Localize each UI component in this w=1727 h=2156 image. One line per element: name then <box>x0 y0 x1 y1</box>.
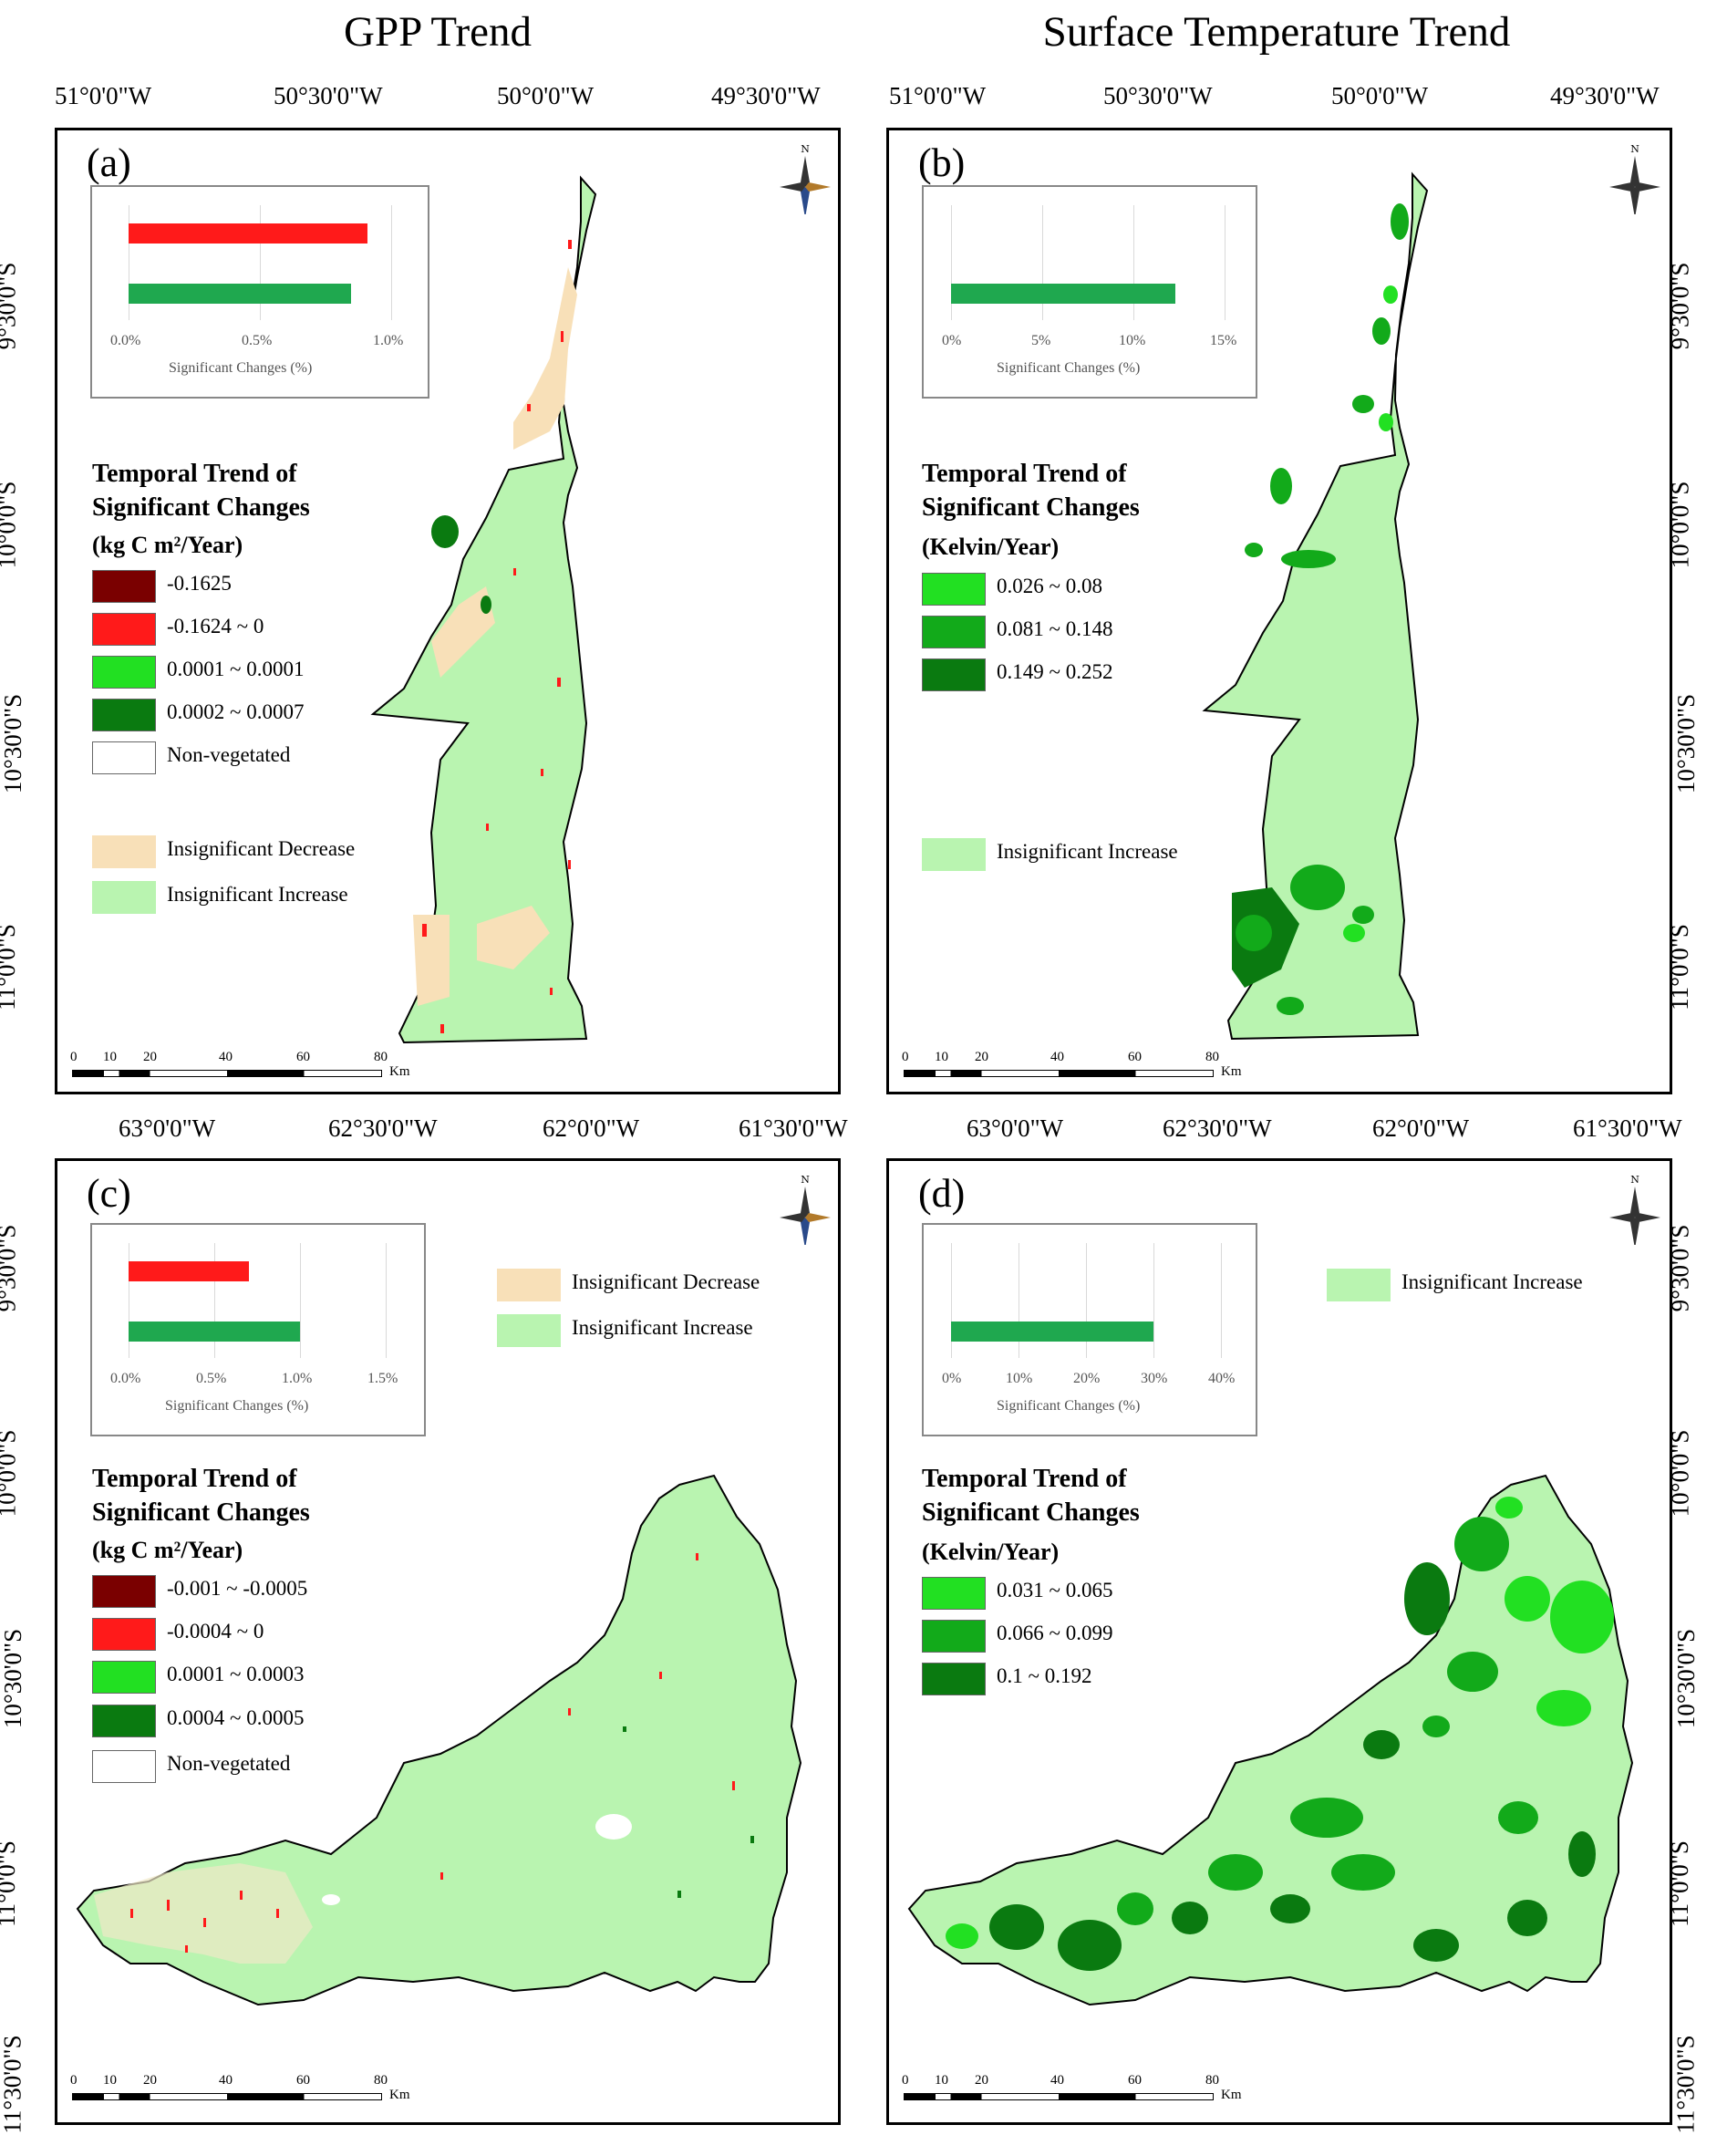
north-label: N <box>801 1174 810 1186</box>
north-label: N <box>1630 1174 1639 1186</box>
tick-label: 1.0% <box>282 1371 313 1386</box>
lon-label: 51°0'0"W <box>55 82 152 109</box>
tick-label: 40% <box>1208 1371 1236 1386</box>
bar-decrease <box>129 223 367 244</box>
study-area-map-b <box>1202 171 1429 1041</box>
lon-label: 62°0'0"W <box>543 1114 640 1142</box>
lat-label: 10°30'0"S <box>0 693 27 794</box>
lon-label: 63°0'0"W <box>967 1114 1064 1142</box>
panel-a-gpp-map: (a) N 0.0% 0.5% 1.0% Significant Changes… <box>55 128 841 1094</box>
legend-title-line1: Temporal Trend of <box>92 460 297 488</box>
panel-letter: (c) <box>87 1171 131 1216</box>
lon-label: 51°0'0"W <box>889 82 987 109</box>
surface-temperature-trend-title: Surface Temperature Trend <box>1042 8 1511 56</box>
scale-bar: 0 10 20 40 60 80 Km <box>70 2073 410 2102</box>
lon-label: 50°30'0"W <box>1103 82 1213 109</box>
tick-label: 15% <box>1210 333 1237 348</box>
tick-label: 0.0% <box>110 333 141 348</box>
lon-label: 50°0'0"W <box>1331 82 1429 109</box>
panel-letter: (d) <box>918 1171 966 1216</box>
north-arrow-icon: N <box>780 1174 831 1245</box>
lat-label: 11°30'0"S <box>0 2035 26 2134</box>
panel-b-temperature-map: (b) N 0% 5% 10% 15% Significant Changes … <box>886 128 1672 1094</box>
tick-label: 0.5% <box>242 333 273 348</box>
panel-letter: (a) <box>87 140 131 185</box>
tick-label: 0% <box>942 333 962 348</box>
legend-unit: (kg C m²/Year) <box>92 532 243 558</box>
inset-caption: Significant Changes (%) <box>997 1398 1141 1414</box>
significant-changes-chart: 0% 10% 20% 30% 40% Significant Changes (… <box>922 1223 1257 1436</box>
lat-label: 9°30'0"S <box>0 262 21 350</box>
lon-label: 62°0'0"W <box>1372 1114 1470 1142</box>
legend-unit: (Kelvin/Year) <box>922 1539 1060 1565</box>
study-area-map-c <box>76 1474 802 2006</box>
gpp-trend-title: GPP Trend <box>344 8 532 56</box>
tick-label: 30% <box>1141 1371 1168 1386</box>
bar-increase <box>129 1322 300 1342</box>
north-label: N <box>801 143 810 155</box>
study-area-map-d <box>907 1474 1634 2006</box>
lat-label: 10°30'0"S <box>1672 693 1701 794</box>
lat-label: 10°30'0"S <box>0 1628 27 1729</box>
legend-unit: (kg C m²/Year) <box>92 1537 243 1563</box>
lat-label: 10°0'0"S <box>0 481 21 569</box>
north-arrow-icon: N <box>1609 1174 1660 1245</box>
tick-label: 0.5% <box>196 1371 227 1386</box>
tick-label: 0.0% <box>110 1371 141 1386</box>
lon-label: 49°30'0"W <box>1550 82 1660 109</box>
scale-bar: 0 10 20 40 60 80 Km <box>70 1050 410 1079</box>
inset-caption: Significant Changes (%) <box>997 360 1141 376</box>
bar-decrease <box>129 1261 249 1281</box>
legend-title-line1: Temporal Trend of <box>922 1465 1127 1493</box>
tick-label: 1.5% <box>367 1371 398 1386</box>
north-arrow-icon: N <box>1609 143 1660 214</box>
lon-label: 62°30'0"W <box>1163 1114 1272 1142</box>
lat-label: 10°0'0"S <box>0 1429 21 1518</box>
legend-title-line2: Significant Changes <box>922 493 1140 522</box>
lon-label: 61°30'0"W <box>1573 1114 1682 1142</box>
bar-increase <box>129 284 351 304</box>
significant-changes-chart: 0.0% 0.5% 1.0% Significant Changes (%) <box>90 185 429 399</box>
tick-label: 5% <box>1031 333 1051 348</box>
legend-title-line2: Significant Changes <box>92 1498 310 1527</box>
legend-title-line2: Significant Changes <box>92 493 310 522</box>
tick-label: 0% <box>942 1371 962 1386</box>
legend-unit: (Kelvin/Year) <box>922 534 1060 560</box>
legend-title-line1: Temporal Trend of <box>922 460 1127 488</box>
north-arrow-icon: N <box>780 143 831 214</box>
lon-label: 50°0'0"W <box>497 82 595 109</box>
panel-letter: (b) <box>918 140 966 185</box>
lat-label: 11°0'0"S <box>0 1840 20 1927</box>
significant-changes-chart: 0.0% 0.5% 1.0% 1.5% Significant Changes … <box>90 1223 426 1436</box>
legend-title-line1: Temporal Trend of <box>92 1465 297 1493</box>
scale-bar: 0 10 20 40 60 80 Km <box>902 1050 1242 1079</box>
study-area-map-a <box>370 175 597 1044</box>
tick-label: 10% <box>1119 333 1146 348</box>
lat-label: 11°30'0"S <box>1671 2035 1700 2134</box>
tick-label: 20% <box>1073 1371 1101 1386</box>
scale-bar: 0 10 20 40 60 80 Km <box>902 2073 1242 2102</box>
lat-label: 10°30'0"S <box>1672 1628 1701 1729</box>
tick-label: 10% <box>1006 1371 1033 1386</box>
north-label: N <box>1630 143 1639 155</box>
panel-d-temperature-map: (d) N 0% 10% 20% 30% 40% Significant Cha… <box>886 1158 1672 2125</box>
legend-title-line2: Significant Changes <box>922 1498 1140 1527</box>
inset-caption: Significant Changes (%) <box>165 1398 309 1414</box>
significant-changes-chart: 0% 5% 10% 15% Significant Changes (%) <box>922 185 1257 399</box>
tick-label: 1.0% <box>373 333 404 348</box>
panel-c-gpp-map: (c) N 0.0% 0.5% 1.0% 1.5% Significant Ch… <box>55 1158 841 2125</box>
lat-label: 11°0'0"S <box>0 924 20 1011</box>
lon-label: 49°30'0"W <box>711 82 821 109</box>
lon-label: 50°30'0"W <box>274 82 383 109</box>
bar-increase <box>951 284 1175 304</box>
inset-caption: Significant Changes (%) <box>169 360 313 376</box>
lon-label: 63°0'0"W <box>119 1114 216 1142</box>
lat-label: 9°30'0"S <box>0 1224 21 1312</box>
lon-label: 62°30'0"W <box>328 1114 438 1142</box>
bar-increase <box>951 1322 1153 1342</box>
lon-label: 61°30'0"W <box>739 1114 848 1142</box>
